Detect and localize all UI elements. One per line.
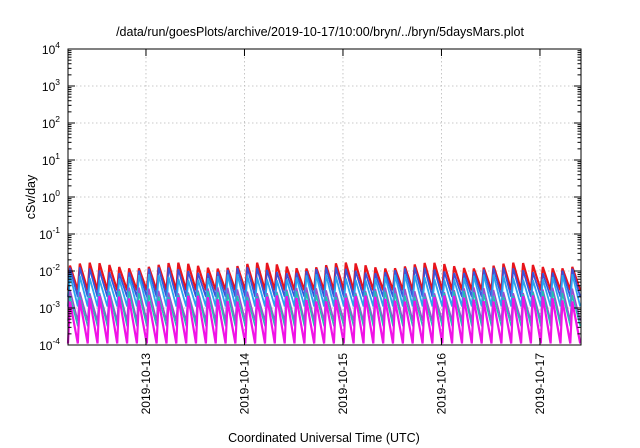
y-tick-label: 10-1	[39, 225, 60, 242]
y-axis-label: cSv/day	[24, 174, 38, 219]
y-axis-ticks: 10-4 10-3 10-2 10-1 100 101 102 103 104	[39, 40, 581, 353]
y-tick-label: 104	[42, 40, 60, 57]
x-axis-label: Coordinated Universal Time (UTC)	[228, 431, 420, 445]
y-tick-label: 102	[42, 114, 60, 131]
x-tick-label: 2019-10-14	[237, 353, 251, 415]
x-axis-ticks: 2019-10-13 2019-10-14 2019-10-15 2019-10-16…	[139, 49, 547, 414]
y-tick-label: 101	[42, 151, 60, 168]
x-tick-label: 2019-10-17	[533, 353, 547, 415]
y-tick-label: 103	[42, 77, 60, 94]
y-tick-label: 10-4	[39, 336, 60, 353]
series-line	[66, 295, 582, 344]
series-line	[67, 273, 582, 307]
x-tick-label: 2019-10-16	[434, 353, 448, 415]
y-tick-label: 100	[42, 188, 60, 205]
grid-lines	[68, 49, 581, 345]
chart-title: /data/run/goesPlots/archive/2019-10-17/1…	[116, 25, 524, 39]
x-tick-label: 2019-10-15	[336, 353, 350, 415]
x-tick-label: 2019-10-13	[139, 353, 153, 415]
y-tick-label: 10-3	[39, 299, 60, 316]
y-tick-label: 10-2	[39, 262, 60, 279]
series-lines	[66, 262, 582, 344]
